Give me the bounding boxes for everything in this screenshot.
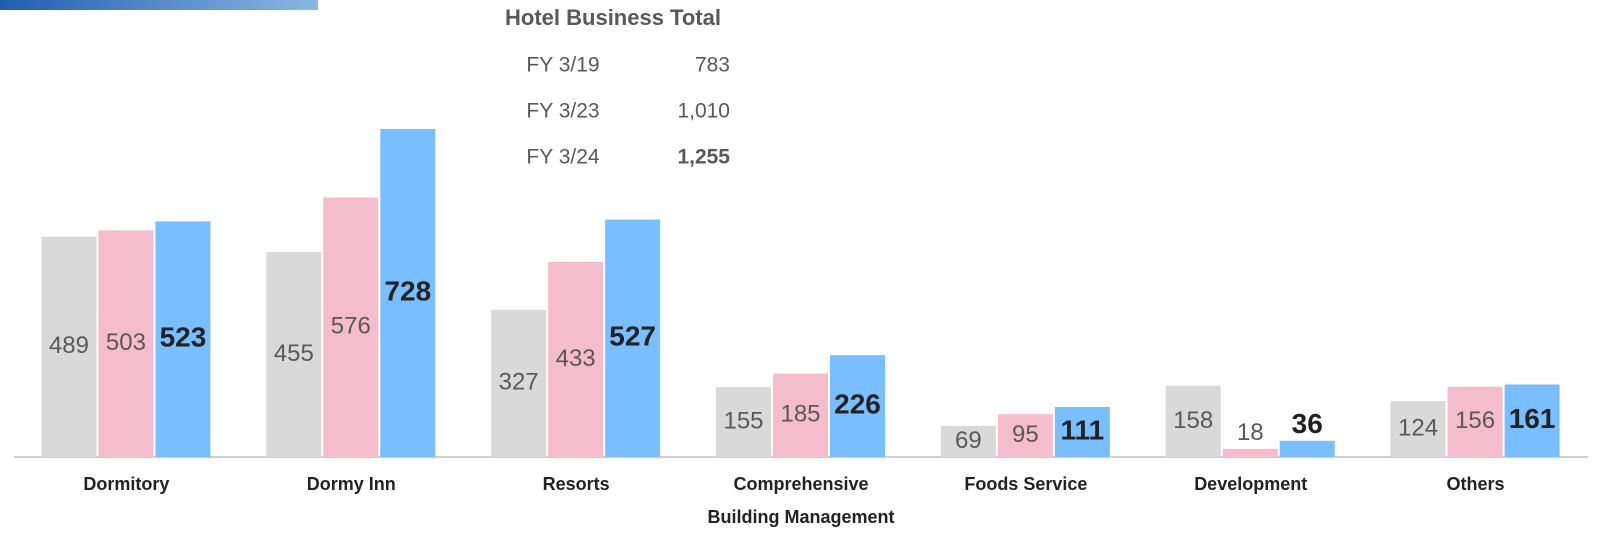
bar (41, 236, 97, 457)
bar (1390, 401, 1446, 457)
bar (548, 261, 604, 457)
annotation-value: 1,255 (677, 146, 730, 169)
annotation-value: 783 (695, 54, 730, 77)
data-label: 18 (1237, 419, 1264, 446)
data-label: 576 (331, 313, 371, 340)
bar (997, 414, 1053, 457)
bar (605, 219, 661, 457)
annotation-title: Hotel Business Total (505, 5, 721, 30)
x-tick-label: Resorts (543, 474, 610, 494)
annotation-label: FY 3/19 (526, 54, 599, 77)
data-label: 69 (955, 427, 982, 454)
data-label: 455 (274, 340, 314, 367)
bar (1165, 385, 1221, 457)
annotation-value: 1,010 (677, 100, 730, 123)
bar (323, 197, 379, 457)
bar (98, 230, 154, 457)
data-label: 111 (1061, 414, 1105, 445)
bar (773, 373, 828, 457)
bar (1054, 406, 1110, 457)
bar (1447, 386, 1503, 457)
bar (830, 355, 885, 457)
bar (155, 221, 211, 457)
annotation-label: FY 3/23 (526, 100, 599, 123)
data-label: 124 (1398, 414, 1438, 441)
x-tick-label: Others (1447, 474, 1505, 494)
x-tick-label: Comprehensive Building Management (707, 474, 894, 527)
annotation-label: FY 3/24 (526, 146, 599, 169)
x-tick-label: Foods Service (964, 474, 1087, 494)
data-label: 161 (1509, 403, 1556, 434)
data-label: 728 (384, 275, 431, 306)
data-label: 327 (499, 369, 539, 396)
data-label: 433 (556, 345, 596, 372)
data-label: 527 (609, 321, 656, 352)
x-tick-label: Dormy Inn (307, 474, 396, 494)
x-tick-label: Dormitory (83, 474, 169, 494)
data-label: 155 (723, 407, 763, 434)
bar (1279, 440, 1335, 457)
data-label: 156 (1455, 407, 1495, 434)
bar (491, 309, 547, 457)
data-label: 226 (834, 388, 881, 419)
bar (380, 129, 436, 457)
data-label: 185 (780, 401, 820, 428)
bar (266, 252, 322, 457)
x-tick-label: Development (1194, 474, 1307, 494)
data-label: 523 (160, 322, 207, 353)
bar (1222, 448, 1278, 457)
bar (940, 425, 996, 457)
data-label: 158 (1173, 407, 1213, 434)
header-bar (0, 0, 318, 10)
bar (1504, 384, 1560, 457)
data-label: 503 (106, 329, 146, 356)
data-label: 489 (49, 332, 89, 359)
data-label: 95 (1012, 421, 1039, 448)
bar (716, 387, 771, 457)
data-label: 36 (1292, 408, 1323, 439)
